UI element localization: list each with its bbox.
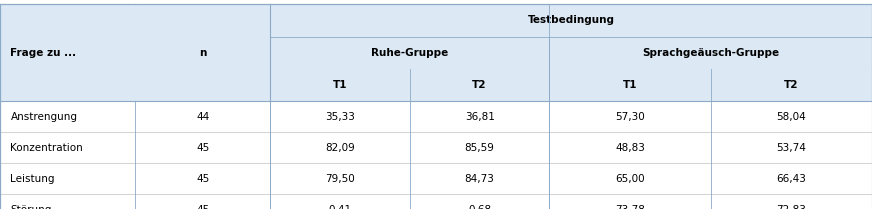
Bar xyxy=(549,69,711,101)
Text: 45: 45 xyxy=(196,174,209,184)
Bar xyxy=(410,101,549,132)
Bar xyxy=(0,194,135,209)
Bar xyxy=(410,69,549,101)
Bar xyxy=(135,4,270,37)
Bar xyxy=(711,69,872,101)
Text: Frage zu ...: Frage zu ... xyxy=(10,48,77,58)
Text: Leistung: Leistung xyxy=(10,174,55,184)
Bar xyxy=(0,4,135,37)
Text: 35,33: 35,33 xyxy=(325,112,355,122)
Bar xyxy=(0,163,135,194)
Text: 84,73: 84,73 xyxy=(465,174,494,184)
Bar xyxy=(270,163,410,194)
Text: Ruhe-Gruppe: Ruhe-Gruppe xyxy=(371,48,448,58)
Bar xyxy=(0,132,135,163)
Text: 44: 44 xyxy=(196,112,209,122)
Text: 85,59: 85,59 xyxy=(465,143,494,153)
Bar xyxy=(711,101,872,132)
Text: 53,74: 53,74 xyxy=(776,143,807,153)
Bar xyxy=(410,194,549,209)
Bar xyxy=(549,101,711,132)
Text: 36,81: 36,81 xyxy=(465,112,494,122)
Text: T1: T1 xyxy=(623,80,637,90)
Bar xyxy=(711,132,872,163)
Bar xyxy=(135,194,270,209)
Text: Konzentration: Konzentration xyxy=(10,143,83,153)
Bar xyxy=(549,37,872,69)
Bar xyxy=(135,101,270,132)
Bar xyxy=(0,37,135,69)
Text: 57,30: 57,30 xyxy=(615,112,645,122)
Bar xyxy=(270,132,410,163)
Bar xyxy=(711,163,872,194)
Bar xyxy=(410,163,549,194)
Text: 65,00: 65,00 xyxy=(616,174,644,184)
Bar xyxy=(270,194,410,209)
Text: Sprachgeäusch-Gruppe: Sprachgeäusch-Gruppe xyxy=(642,48,780,58)
Bar xyxy=(711,194,872,209)
Text: 82,09: 82,09 xyxy=(325,143,355,153)
Bar xyxy=(549,163,711,194)
Text: 66,43: 66,43 xyxy=(776,174,807,184)
Text: 79,50: 79,50 xyxy=(325,174,355,184)
Text: 48,83: 48,83 xyxy=(615,143,645,153)
Bar xyxy=(410,132,549,163)
Text: 45: 45 xyxy=(196,205,209,209)
Text: n: n xyxy=(199,48,207,58)
Text: 0,41: 0,41 xyxy=(329,205,351,209)
Text: T2: T2 xyxy=(784,80,799,90)
Text: 45: 45 xyxy=(196,143,209,153)
Bar xyxy=(0,101,135,132)
Text: Anstrengung: Anstrengung xyxy=(10,112,78,122)
Text: 73,78: 73,78 xyxy=(615,205,645,209)
Text: T2: T2 xyxy=(473,80,487,90)
Bar xyxy=(135,69,270,101)
Text: T1: T1 xyxy=(333,80,347,90)
Bar xyxy=(135,163,270,194)
Text: 72,83: 72,83 xyxy=(776,205,807,209)
Text: Störung: Störung xyxy=(10,205,51,209)
Bar xyxy=(549,132,711,163)
Bar xyxy=(270,4,872,37)
Bar xyxy=(0,69,135,101)
Bar xyxy=(270,69,410,101)
Bar xyxy=(270,101,410,132)
Text: 0,68: 0,68 xyxy=(468,205,491,209)
Bar xyxy=(135,132,270,163)
Bar xyxy=(135,37,270,69)
Bar xyxy=(549,194,711,209)
Text: 58,04: 58,04 xyxy=(776,112,807,122)
Bar xyxy=(270,37,549,69)
Text: Testbedingung: Testbedingung xyxy=(528,15,615,25)
